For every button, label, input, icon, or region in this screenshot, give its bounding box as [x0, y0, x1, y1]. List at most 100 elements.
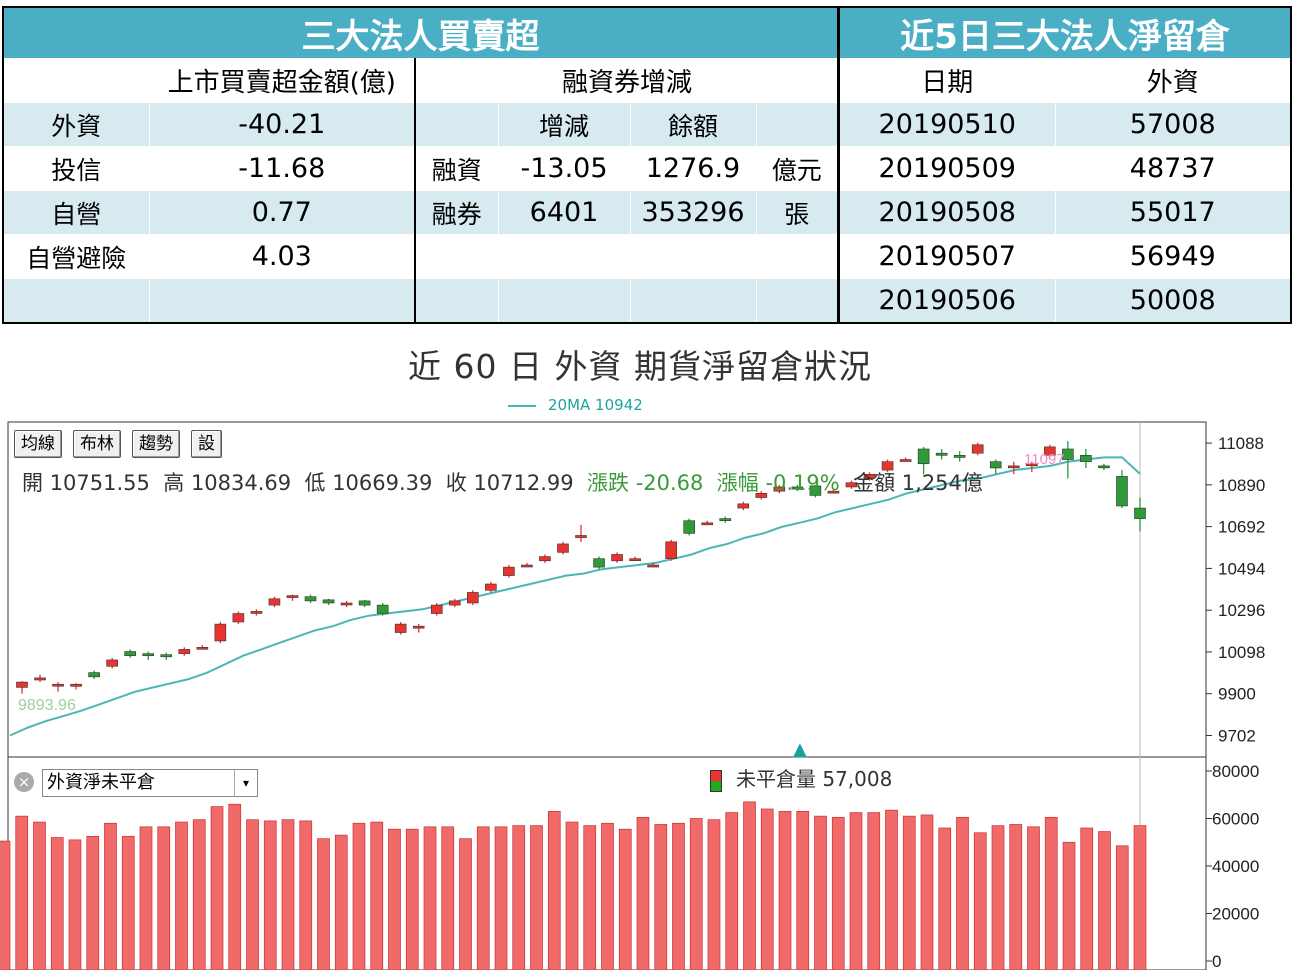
change-column-header: 增減 — [497, 102, 631, 147]
price-max-label: 11097 — [1024, 451, 1065, 468]
volume-bar — [15, 815, 29, 970]
volume-bar — [601, 822, 614, 970]
margin-change: -13.05 — [497, 146, 631, 191]
volume-bar — [760, 808, 774, 970]
candle-body — [665, 541, 677, 559]
candle-body — [503, 566, 515, 576]
candle-body — [737, 503, 750, 509]
open-value: 10751.55 — [49, 471, 150, 495]
trend-button[interactable]: 趨勢 — [132, 430, 180, 458]
candle-body — [214, 623, 227, 642]
volume-bar — [210, 806, 224, 970]
volume-bar — [157, 826, 171, 970]
candle-body — [34, 677, 46, 681]
ma-legend-swatch — [508, 404, 536, 407]
candle-body — [142, 653, 155, 657]
volume-bar — [707, 819, 721, 970]
volume-bar — [50, 837, 64, 970]
candle-body — [971, 444, 984, 454]
volume-bar — [33, 821, 46, 970]
candle-body — [232, 613, 245, 623]
row-label: 自營避險 — [2, 234, 150, 279]
close-value: 10712.99 — [473, 471, 574, 495]
high-label: 高 — [163, 471, 185, 495]
candle-body — [863, 474, 876, 479]
amount-value: -40.21 — [148, 102, 416, 147]
chevron-down-icon[interactable]: ▾ — [234, 770, 257, 796]
amount-value: 4.03 — [148, 234, 416, 279]
volume-bar — [388, 828, 401, 970]
margin-unit: 億元 — [755, 146, 839, 191]
ma-button[interactable]: 均線 — [14, 430, 62, 458]
price-tick-label: 11088 — [1218, 434, 1264, 453]
candle-body — [539, 556, 551, 562]
volume-bar — [618, 828, 632, 970]
last-marker-icon: ▲ — [793, 739, 807, 760]
volume-bar — [139, 826, 153, 970]
volume-bar — [1009, 824, 1023, 970]
change-label: 漲跌 — [587, 471, 629, 495]
indicator-select[interactable]: 外資淨未平倉 ▾ — [42, 769, 258, 797]
price-tick-label: 9702 — [1218, 726, 1256, 745]
volume-bar — [246, 819, 259, 970]
volume-bar — [902, 815, 916, 970]
volume-bar — [192, 819, 206, 970]
clear-icon[interactable]: × — [14, 772, 34, 792]
candle-body — [791, 486, 804, 490]
candle-body — [935, 452, 948, 456]
margin-type: 融資 — [414, 146, 499, 191]
price-tick-label: 10296 — [1218, 601, 1265, 620]
amount-value: 1,254億 — [901, 471, 983, 495]
volume-bar — [849, 812, 863, 970]
candle-body — [647, 564, 659, 568]
volume-tick-label: 40000 — [1212, 857, 1259, 876]
price-tick-label: 10098 — [1218, 643, 1265, 662]
volume-tick-label: 20000 — [1212, 905, 1259, 924]
date-cell: 20190509 — [838, 146, 1056, 191]
volume-legend: 未平倉量 57,008 — [710, 763, 892, 792]
volume-tick-label: 0 — [1212, 952, 1221, 970]
candle-body — [575, 535, 587, 538]
volume-bar — [86, 835, 100, 970]
volume-tick-label: 60000 — [1212, 810, 1259, 829]
price-tick-label: 10890 — [1218, 476, 1265, 495]
pct-value: -0.19% — [765, 471, 840, 495]
volume-bar — [228, 803, 242, 970]
candle-body — [124, 651, 136, 657]
candle-body — [1116, 476, 1128, 507]
volume-bar — [299, 820, 313, 970]
volume-bar — [1027, 826, 1040, 970]
volume-bar — [672, 822, 685, 970]
candle-body — [917, 448, 930, 465]
low-value: 10669.39 — [332, 471, 433, 495]
candle-body — [178, 649, 191, 654]
volume-bar — [885, 809, 898, 970]
candle-body — [899, 459, 912, 462]
volume-bar — [689, 818, 703, 970]
foreign-cell: 55017 — [1054, 190, 1292, 235]
bollinger-button[interactable]: 布林 — [73, 430, 121, 458]
candle-body — [1062, 448, 1074, 460]
date-cell: 20190510 — [838, 102, 1056, 147]
volume-bar — [352, 822, 366, 970]
foreign-cell: 56949 — [1054, 234, 1292, 279]
volume-bar — [1062, 841, 1076, 970]
candle-body — [268, 598, 281, 606]
settings-button[interactable]: 設 — [191, 430, 222, 458]
candle-body — [1080, 455, 1092, 462]
volume-bar — [281, 819, 295, 970]
price-tick-label: 9900 — [1218, 685, 1256, 704]
volume-bar — [1115, 845, 1129, 970]
volume-tick-label: 80000 — [1212, 762, 1259, 781]
margin-change: 6401 — [497, 190, 631, 235]
volume-bar — [104, 822, 117, 970]
row-label: 外資 — [2, 102, 150, 147]
volume-bar — [814, 815, 827, 970]
volume-bar — [370, 821, 384, 970]
candle-body — [1007, 465, 1020, 469]
close-label: 收 — [445, 471, 467, 495]
candle-body — [1026, 463, 1038, 467]
candle-body — [485, 583, 497, 591]
candle-body — [845, 482, 858, 488]
